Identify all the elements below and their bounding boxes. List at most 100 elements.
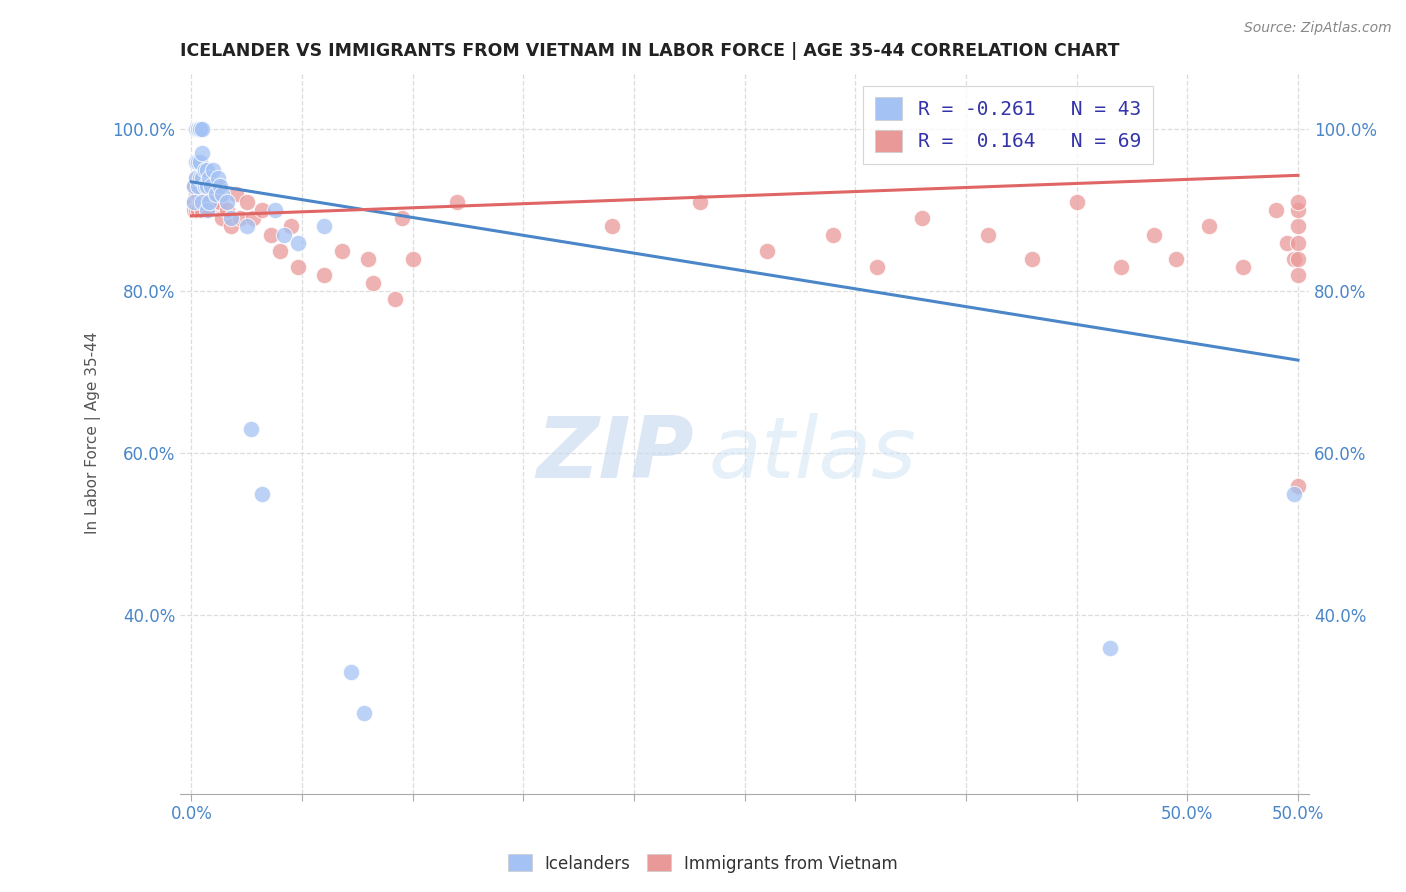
Point — [269, 244, 291, 258]
Text: atlas: atlas — [709, 413, 917, 496]
Point — [191, 186, 214, 201]
Point — [384, 293, 406, 307]
Point — [229, 211, 252, 226]
Point — [183, 178, 205, 193]
Point — [184, 154, 207, 169]
Point — [1286, 195, 1309, 210]
Point — [977, 227, 1000, 242]
Point — [183, 195, 205, 210]
Point — [1232, 260, 1254, 274]
Point — [235, 219, 257, 234]
Point — [184, 186, 207, 201]
Point — [1198, 219, 1220, 234]
Point — [184, 170, 207, 185]
Point — [1275, 235, 1298, 250]
Point — [195, 195, 218, 210]
Point — [280, 219, 302, 234]
Point — [1143, 227, 1166, 242]
Point — [188, 122, 211, 136]
Point — [1282, 252, 1305, 266]
Point — [187, 170, 209, 185]
Point — [194, 178, 217, 193]
Point — [198, 186, 221, 201]
Point — [207, 170, 229, 185]
Point — [187, 203, 209, 218]
Point — [1282, 487, 1305, 501]
Point — [211, 186, 233, 201]
Point — [191, 122, 214, 136]
Point — [240, 422, 263, 436]
Point — [195, 203, 218, 218]
Point — [1021, 252, 1043, 266]
Point — [1109, 260, 1132, 274]
Legend: Icelanders, Immigrants from Vietnam: Icelanders, Immigrants from Vietnam — [502, 847, 904, 880]
Point — [215, 195, 238, 210]
Point — [1264, 203, 1286, 218]
Point — [194, 195, 217, 210]
Point — [207, 178, 229, 193]
Point — [187, 154, 209, 169]
Point — [1098, 640, 1121, 655]
Point — [357, 252, 380, 266]
Point — [1286, 235, 1309, 250]
Point — [314, 219, 336, 234]
Point — [260, 227, 283, 242]
Point — [600, 219, 623, 234]
Point — [194, 178, 217, 193]
Point — [866, 260, 889, 274]
Text: ICELANDER VS IMMIGRANTS FROM VIETNAM IN LABOR FORCE | AGE 35-44 CORRELATION CHAR: ICELANDER VS IMMIGRANTS FROM VIETNAM IN … — [180, 42, 1119, 60]
Point — [183, 178, 205, 193]
Point — [339, 665, 361, 679]
Point — [200, 178, 222, 193]
Point — [1286, 268, 1309, 282]
Point — [188, 122, 211, 136]
Point — [1166, 252, 1188, 266]
Point — [184, 170, 207, 185]
Text: ZIP: ZIP — [536, 413, 695, 496]
Point — [689, 195, 711, 210]
Point — [204, 186, 226, 201]
Point — [198, 170, 221, 185]
Legend: R = -0.261   N = 43, R =  0.164   N = 69: R = -0.261 N = 43, R = 0.164 N = 69 — [863, 86, 1153, 164]
Point — [191, 146, 214, 161]
Point — [202, 178, 225, 193]
Point — [198, 203, 221, 218]
Point — [188, 170, 211, 185]
Point — [391, 211, 413, 226]
Point — [219, 219, 242, 234]
Point — [823, 227, 845, 242]
Point — [209, 178, 232, 193]
Point — [287, 235, 309, 250]
Point — [1286, 219, 1309, 234]
Point — [215, 203, 238, 218]
Point — [402, 252, 425, 266]
Point — [195, 178, 218, 193]
Point — [183, 195, 205, 210]
Point — [211, 211, 233, 226]
Point — [188, 178, 211, 193]
Point — [1286, 252, 1309, 266]
Point — [204, 195, 226, 210]
Text: Source: ZipAtlas.com: Source: ZipAtlas.com — [1244, 21, 1392, 35]
Point — [194, 162, 217, 177]
Point — [242, 211, 264, 226]
Point — [187, 122, 209, 136]
Point — [195, 162, 218, 177]
Point — [191, 203, 214, 218]
Point — [1286, 203, 1309, 218]
Point — [184, 122, 207, 136]
Point — [1066, 195, 1088, 210]
Point — [353, 706, 375, 720]
Point — [1286, 479, 1309, 493]
Point — [755, 244, 778, 258]
Point — [264, 203, 287, 218]
Point — [187, 186, 209, 201]
Point — [250, 487, 273, 501]
Point — [187, 178, 209, 193]
Point — [209, 195, 232, 210]
Point — [446, 195, 468, 210]
Point — [198, 195, 221, 210]
Point — [911, 211, 934, 226]
Point — [184, 203, 207, 218]
Point — [273, 227, 295, 242]
